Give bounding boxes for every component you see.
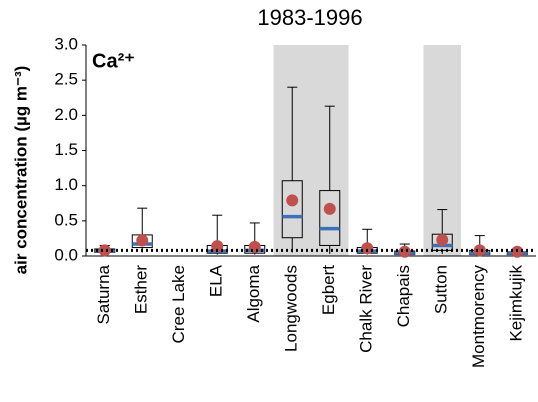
box	[319, 190, 341, 246]
mean	[473, 244, 486, 257]
box	[281, 180, 303, 239]
x-tick-label: Chapais	[394, 265, 413, 327]
mean	[98, 244, 111, 257]
x-tick-label: Esther	[132, 265, 151, 314]
x-tick-label: Egbert	[319, 265, 338, 315]
y-axis-label: air concentration (µg m⁻³)	[11, 66, 30, 275]
x-tick-label: Longwoods	[282, 265, 301, 352]
y-tick-label: 0.0	[54, 245, 78, 264]
x-tick-label: Kejimkujik	[507, 265, 526, 342]
chart-title: 1983-1996	[257, 5, 362, 30]
x-tick-label: Cree Lake	[169, 265, 188, 343]
mean	[211, 240, 224, 253]
y-tick-label: 0.5	[54, 210, 78, 229]
x-tick-label: Sutton	[432, 265, 451, 314]
annotation: Ca²⁺	[92, 50, 135, 72]
x-tick-label: Algoma	[244, 264, 263, 322]
x-tick-label: ELA	[207, 264, 226, 297]
mean	[248, 240, 261, 253]
y-tick-label: 1.0	[54, 175, 78, 194]
mean	[436, 233, 449, 246]
x-tick-label: Chalk River	[357, 265, 376, 353]
mean	[323, 202, 336, 215]
mean	[361, 242, 374, 255]
y-tick-label: 2.5	[54, 70, 78, 89]
y-tick-label: 1.5	[54, 140, 78, 159]
y-tick-label: 3.0	[54, 34, 78, 53]
mean	[398, 245, 411, 258]
mean	[136, 234, 149, 247]
mean	[286, 194, 299, 207]
x-tick-label: Montmorency	[469, 265, 488, 368]
y-tick-label: 2.0	[54, 105, 78, 124]
x-tick-label: Saturna	[94, 264, 113, 324]
